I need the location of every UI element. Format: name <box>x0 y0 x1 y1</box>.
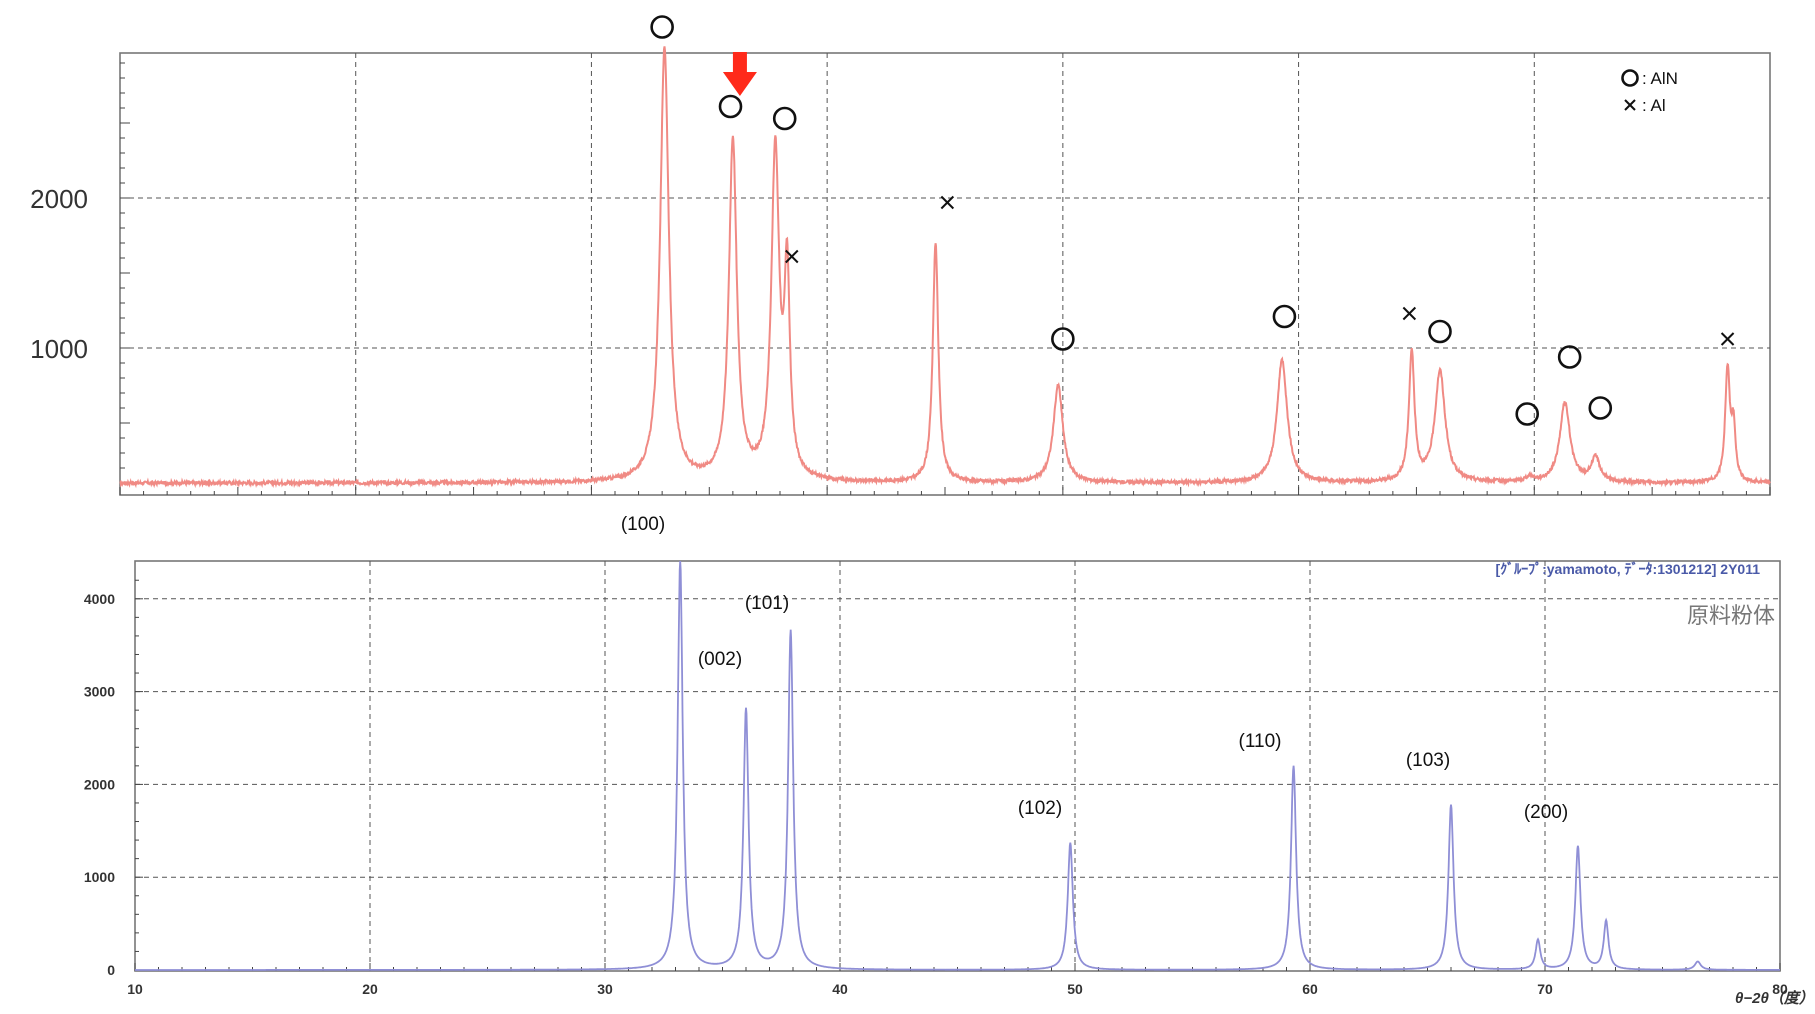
red-arrow-shape <box>722 52 757 96</box>
bottom-ytick-label-2000: 2000 <box>84 776 115 792</box>
legend-al-symbol <box>1624 99 1636 111</box>
top-grid <box>120 53 1770 495</box>
aln-marker-11 <box>1588 396 1613 420</box>
aln-marker-9 <box>1515 402 1540 426</box>
bottom-xtick-label-10: 10 <box>127 981 143 997</box>
top-pattern-line <box>119 46 1771 489</box>
bottom-xtick-label-60: 60 <box>1302 981 1318 997</box>
aln-marker-6 <box>1272 304 1297 329</box>
hkl-label-101: (101) <box>745 593 789 614</box>
bottom-plot-frame <box>134 560 1781 972</box>
al-marker-12 <box>1720 332 1735 346</box>
bottom-ytick-label-0: 0 <box>107 962 115 978</box>
hkl-label-002: (002) <box>698 649 742 670</box>
top-ytick-label-2000: 2000 <box>30 184 88 214</box>
al-marker-3 <box>785 249 799 264</box>
bottom-xtick-label-20: 20 <box>362 981 378 997</box>
hkl-label-200: (200) <box>1524 802 1568 823</box>
highlight-arrow <box>722 52 757 96</box>
aln-marker-1 <box>718 94 743 119</box>
top-xrd-chart: 1000 2000 : AlN : Al (100) <box>30 15 1771 535</box>
aln-marker-2 <box>772 106 797 131</box>
data-header: [ｸﾞﾙｰﾌﾟ:yamamoto, ﾃﾞｰﾀ:1301212] 2Y011 <box>1495 561 1760 577</box>
top-phase-markers <box>650 15 1735 426</box>
legend-aln-label: : AlN <box>1642 69 1678 88</box>
hkl-label-103: (103) <box>1406 750 1450 771</box>
hkl-label-110: (110) <box>1239 731 1282 752</box>
bottom-x-axis-label: θ−2θ（度） <box>1735 989 1814 1007</box>
aln-marker-10 <box>1557 345 1582 369</box>
top-ytick-label-1000: 1000 <box>30 334 88 364</box>
bottom-xtick-label-40: 40 <box>832 981 848 997</box>
bottom-xtick-label-80: 80 <box>1772 981 1788 997</box>
top-ticks: 1000 2000 <box>30 62 1771 495</box>
bottom-ytick-label-4000: 4000 <box>84 591 115 607</box>
hkl-label-100: (100) <box>621 514 665 535</box>
hkl-label-102: (102) <box>1018 798 1062 819</box>
bottom-xtick-label-50: 50 <box>1067 981 1083 997</box>
bottom-reference-chart: 0 1000 2000 3000 4000 10 20 30 40 50 60 70 80 [ｸﾞﾙｰﾌ… <box>84 560 1814 1007</box>
aln-marker-8 <box>1428 319 1452 344</box>
legend-aln-symbol <box>1621 69 1639 87</box>
al-marker-4 <box>940 195 955 210</box>
handwritten-note: 原料粉体 <box>1687 603 1775 628</box>
al-marker-7 <box>1402 306 1417 321</box>
bottom-ytick-label-3000: 3000 <box>84 684 115 700</box>
bottom-ticks: 0 1000 2000 3000 4000 10 20 30 40 50 60 70 80 <box>84 579 1788 997</box>
bottom-xtick-label-30: 30 <box>597 981 613 997</box>
aln-marker-5 <box>1051 327 1075 351</box>
bottom-ytick-label-1000: 1000 <box>84 869 115 885</box>
top-legend: : AlN : Al <box>1621 69 1678 115</box>
bottom-pattern-line <box>135 560 1780 971</box>
legend-al-label: : Al <box>1642 96 1666 115</box>
bottom-grid <box>135 561 1780 971</box>
aln-marker-0 <box>650 15 674 39</box>
bottom-xtick-label-70: 70 <box>1537 981 1553 997</box>
top-plot-frame <box>119 52 1771 496</box>
